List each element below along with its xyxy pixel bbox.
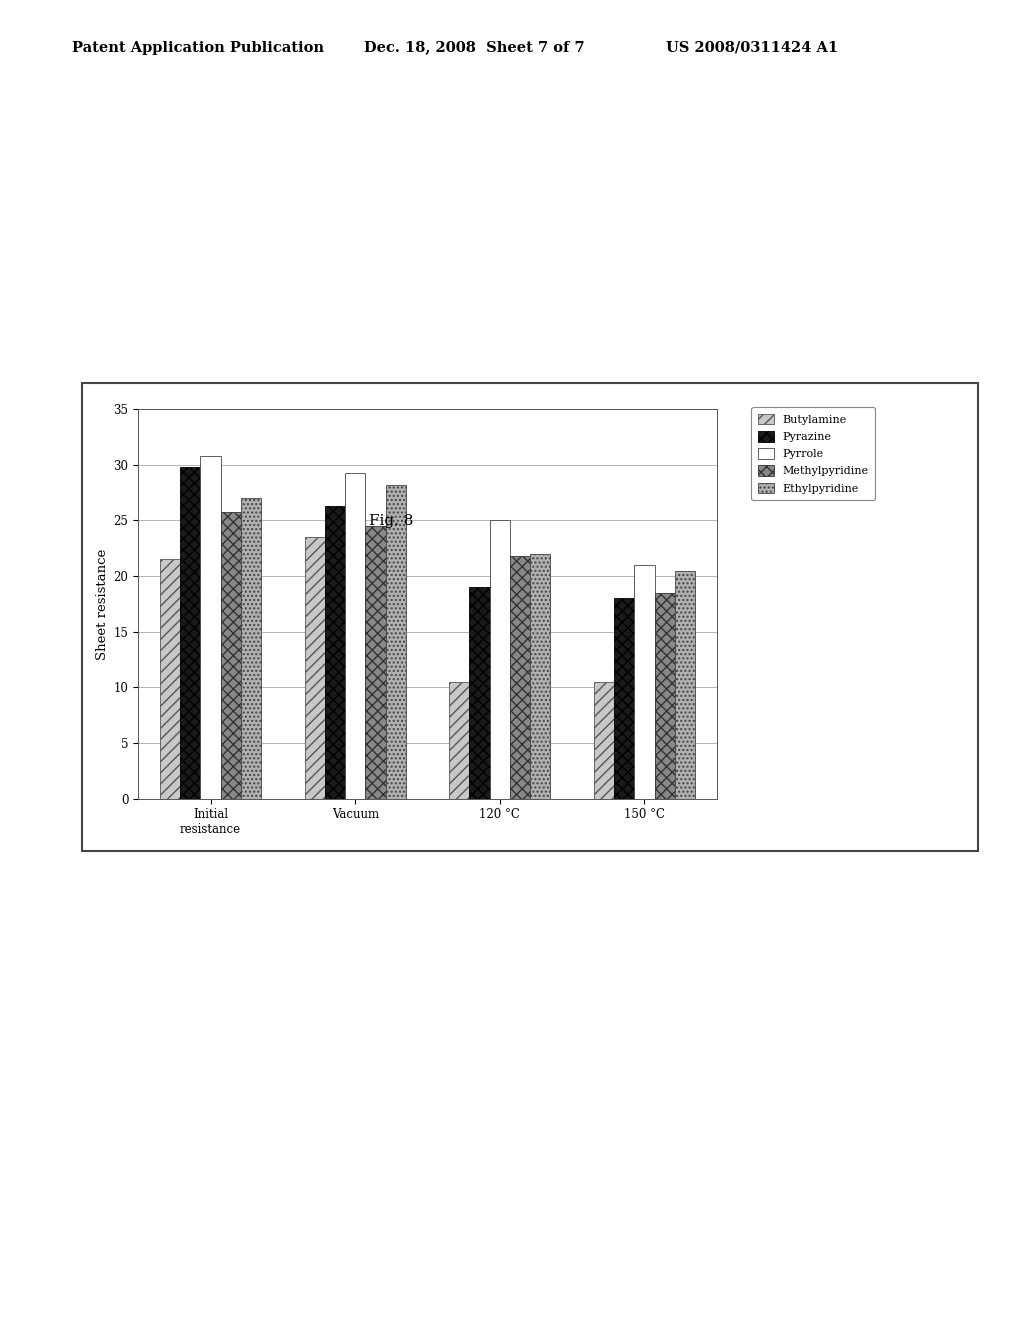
- Bar: [510, 556, 530, 799]
- Y-axis label: Sheet resistance: Sheet resistance: [96, 548, 110, 660]
- Text: Fig. 8: Fig. 8: [369, 515, 413, 528]
- Bar: [634, 565, 654, 799]
- Bar: [345, 473, 366, 799]
- Bar: [489, 520, 510, 799]
- Bar: [325, 506, 345, 799]
- Bar: [386, 484, 406, 799]
- Bar: [450, 681, 469, 799]
- Bar: [180, 467, 201, 799]
- Bar: [530, 554, 551, 799]
- Bar: [469, 587, 489, 799]
- Text: US 2008/0311424 A1: US 2008/0311424 A1: [666, 41, 838, 54]
- Bar: [654, 593, 675, 799]
- Bar: [366, 525, 386, 799]
- Bar: [201, 455, 221, 799]
- Legend: Butylamine, Pyrazine, Pyrrole, Methylpyridine, Ethylpyridine: Butylamine, Pyrazine, Pyrrole, Methylpyr…: [752, 407, 876, 500]
- Bar: [614, 598, 634, 799]
- Bar: [594, 681, 614, 799]
- Text: Patent Application Publication: Patent Application Publication: [72, 41, 324, 54]
- Bar: [241, 498, 261, 799]
- Bar: [160, 560, 180, 799]
- Bar: [675, 570, 695, 799]
- Text: Dec. 18, 2008  Sheet 7 of 7: Dec. 18, 2008 Sheet 7 of 7: [364, 41, 584, 54]
- Bar: [221, 512, 241, 799]
- Bar: [304, 537, 325, 799]
